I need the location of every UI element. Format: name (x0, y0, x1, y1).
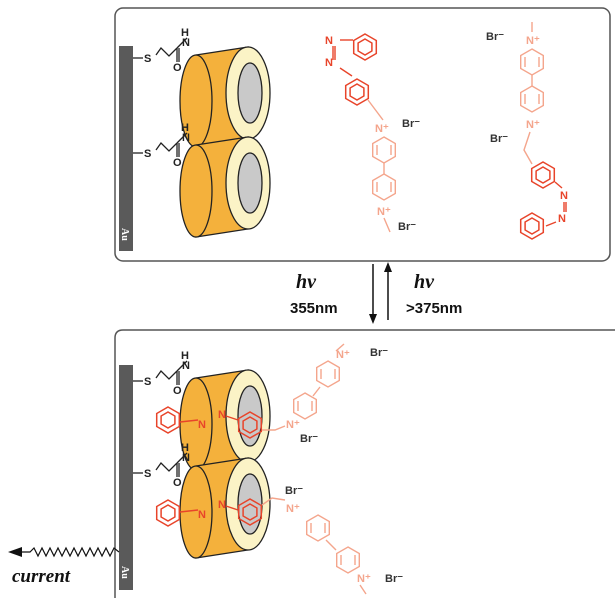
top-electrode-label: Au (119, 228, 130, 241)
top-linker-2: S O N H (132, 122, 190, 169)
bottom-electrode-label: Au (119, 566, 130, 579)
current-output: current (8, 546, 120, 587)
top-linker-2-amide-h: H (181, 122, 189, 134)
current-label: current (12, 566, 71, 587)
bound-guest-2: N N Br⁻ N⁺ N⁺ Br⁻ (155, 485, 403, 595)
free-guest-a-pyridinium-n: N⁺ (375, 123, 389, 135)
bound-guest-1-azo-n2: N (218, 409, 226, 421)
arrow-up-wavelength: >375nm (406, 300, 462, 317)
top-linker-1-amide-h: H (181, 27, 189, 39)
free-guest-b-pyridinium-n: N⁺ (526, 35, 540, 47)
bound-guest-2-azo-n2: N (218, 499, 226, 511)
free-guest-b: Br⁻ N⁺ N⁺ Br⁻ N N (486, 22, 568, 240)
free-guest-b-azo-n1: N (560, 190, 568, 202)
free-guest-a-pyridinium-n2: N⁺ (377, 206, 391, 218)
top-cyclodextrin-2 (179, 136, 271, 238)
bottom-linker-2-oxygen: O (173, 477, 182, 489)
top-linker-2-sulfur: S (144, 148, 151, 160)
free-guest-b-br-2: Br⁻ (490, 133, 508, 145)
top-panel-frame (114, 7, 611, 262)
irradiation-arrows: hν 355nm hν >375nm (290, 262, 462, 324)
bottom-linker-1-sulfur: S (144, 376, 151, 388)
bottom-linker-2-sulfur: S (144, 468, 151, 480)
top-linker-2-oxygen: O (173, 157, 182, 169)
bottom-linker-1: S O N H (132, 350, 190, 397)
top-linker-1-amide-n: N (182, 37, 190, 49)
bound-guest-2-pyridinium-n: N⁺ (286, 503, 300, 515)
bound-guest-1-azo-n1: N (198, 419, 206, 431)
free-guest-b-azo-n2: N (558, 213, 566, 225)
bound-guest-2-pyridinium-n2: N⁺ (357, 573, 371, 585)
bottom-panel-frame (114, 329, 615, 598)
bound-guest-2-br-2: Br⁻ (385, 573, 403, 585)
free-guest-a-br-1: Br⁻ (402, 118, 420, 130)
bound-guest-1: N N N⁺ Br⁻ N⁺ Br⁻ (155, 343, 388, 445)
free-guest-a-azo-n2: N (325, 57, 333, 69)
arrow-down-symbol: hν (296, 271, 317, 293)
bound-guest-1-pyridinium-n2: N⁺ (336, 349, 350, 361)
bound-guest-2-br-1: Br⁻ (285, 485, 303, 497)
bound-guest-1-br-1: Br⁻ (300, 433, 318, 445)
bottom-electrode: Au (119, 365, 133, 590)
top-cyclodextrin-1 (179, 46, 271, 148)
top-linker-1-sulfur: S (144, 53, 151, 65)
top-electrode: Au (119, 46, 133, 251)
arrow-up-symbol: hν (414, 271, 435, 293)
top-linker-1-oxygen: O (173, 62, 182, 74)
bound-guest-2-azo-n1: N (198, 509, 206, 521)
bottom-linker-2-amide-h: H (181, 442, 189, 454)
free-guest-b-pyridinium-n2: N⁺ (526, 119, 540, 131)
arrow-down-wavelength: 355nm (290, 300, 338, 317)
free-guest-a-azo-n1: N (325, 35, 333, 47)
bottom-linker-1-amide-h: H (181, 350, 189, 362)
bottom-linker-2: S O N H (132, 442, 190, 489)
free-guest-b-br-1: Br⁻ (486, 31, 504, 43)
bound-guest-1-pyridinium-n: N⁺ (286, 419, 300, 431)
top-linker-1: S O N H (132, 27, 190, 74)
top-linker-2-amide-n: N (182, 132, 190, 144)
bottom-linker-1-oxygen: O (173, 385, 182, 397)
free-guest-a-br-2: Br⁻ (398, 221, 416, 233)
free-guest-a: N N N⁺ Br⁻ N⁺ Br⁻ (325, 33, 420, 233)
bottom-linker-2-amide-n: N (182, 452, 190, 464)
bottom-linker-1-amide-n: N (182, 360, 190, 372)
bound-guest-1-br-2: Br⁻ (370, 347, 388, 359)
